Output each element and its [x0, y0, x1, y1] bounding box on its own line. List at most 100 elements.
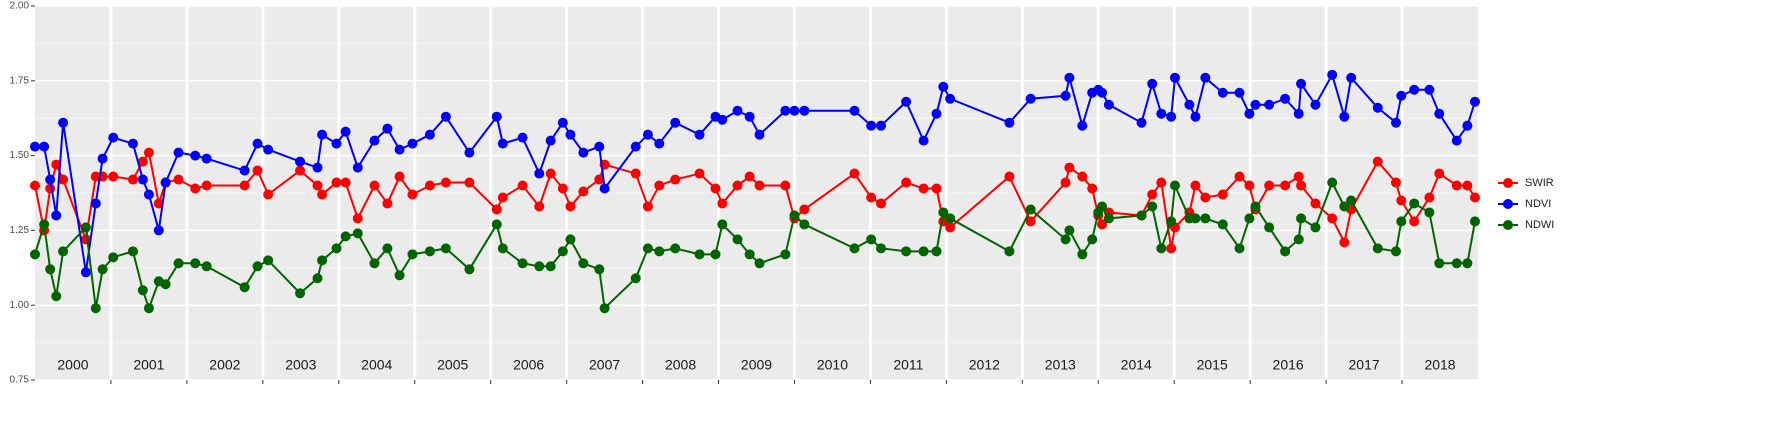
data-point [545, 168, 556, 179]
data-point [143, 189, 154, 200]
data-point [1169, 180, 1180, 191]
data-point [239, 282, 250, 293]
data-point [1250, 99, 1261, 110]
data-point [1234, 243, 1245, 254]
data-point [799, 204, 810, 215]
data-point [1217, 87, 1228, 98]
data-point [407, 189, 418, 200]
data-point [263, 144, 274, 155]
data-point [464, 147, 475, 158]
data-point [710, 249, 721, 260]
data-point [1190, 213, 1201, 224]
data-point [565, 129, 576, 140]
data-point [599, 303, 610, 314]
data-point [1390, 117, 1401, 128]
year-label: 2012 [969, 357, 1000, 373]
data-point [1424, 84, 1435, 95]
data-point [1184, 99, 1195, 110]
data-point [1396, 216, 1407, 227]
data-point [1424, 207, 1435, 218]
data-point [45, 174, 56, 185]
data-point [1077, 120, 1088, 131]
year-label: 2000 [57, 357, 88, 373]
data-point [1469, 192, 1480, 203]
legend-key-point [1503, 199, 1513, 209]
data-point [1025, 216, 1036, 227]
data-point [1346, 72, 1357, 83]
data-point [127, 138, 138, 149]
data-point [1434, 168, 1445, 179]
year-label: 2006 [513, 357, 544, 373]
data-point [340, 126, 351, 137]
year-label: 2017 [1349, 357, 1380, 373]
data-point [594, 174, 605, 185]
data-point [1339, 237, 1350, 248]
data-point [1327, 69, 1338, 80]
data-point [630, 273, 641, 284]
data-point [312, 162, 323, 173]
data-point [717, 114, 728, 125]
year-label: 2002 [209, 357, 240, 373]
year-label: 2009 [741, 357, 772, 373]
data-point [1077, 249, 1088, 260]
data-point [789, 210, 800, 221]
data-point [694, 249, 705, 260]
data-point [1200, 213, 1211, 224]
data-point [744, 171, 755, 182]
data-point [153, 225, 164, 236]
data-point [866, 234, 877, 245]
data-point [1217, 219, 1228, 230]
data-point [295, 156, 306, 167]
data-point [97, 153, 108, 164]
data-point [578, 186, 589, 197]
data-point [424, 180, 435, 191]
data-point [1296, 213, 1307, 224]
data-point [1390, 246, 1401, 257]
data-point [654, 180, 665, 191]
data-point [1200, 72, 1211, 83]
year-label: 2001 [133, 357, 164, 373]
data-point [90, 171, 101, 182]
year-label: 2014 [1121, 357, 1152, 373]
data-point [670, 243, 681, 254]
data-point [1327, 177, 1338, 188]
data-point [1310, 198, 1321, 209]
data-point [1310, 222, 1321, 233]
data-point [491, 204, 502, 215]
data-point [578, 258, 589, 269]
data-point [938, 81, 949, 92]
data-point [1250, 201, 1261, 212]
data-point [127, 246, 138, 257]
data-point [918, 183, 929, 194]
data-point [1060, 177, 1071, 188]
data-point [1293, 234, 1304, 245]
data-point [252, 165, 263, 176]
data-point [440, 177, 451, 188]
data-point [407, 249, 418, 260]
data-point [1280, 93, 1291, 104]
data-point [1339, 111, 1350, 122]
data-point [694, 168, 705, 179]
data-point [744, 111, 755, 122]
data-point [369, 135, 380, 146]
data-point [252, 261, 263, 272]
data-point [1166, 216, 1177, 227]
data-point [732, 180, 743, 191]
data-point [407, 138, 418, 149]
data-point [1136, 117, 1147, 128]
data-point [1097, 219, 1108, 230]
data-point [51, 210, 62, 221]
data-point [931, 183, 942, 194]
y-tick-label: 1.25 [10, 225, 30, 236]
data-point [263, 189, 274, 200]
data-point [744, 249, 755, 260]
data-point [849, 243, 860, 254]
data-point [317, 255, 328, 266]
data-point [799, 219, 810, 230]
data-point [1060, 234, 1071, 245]
data-point [1087, 234, 1098, 245]
data-point [1244, 108, 1255, 119]
data-point [1200, 192, 1211, 203]
data-point [331, 243, 342, 254]
data-point [642, 129, 653, 140]
